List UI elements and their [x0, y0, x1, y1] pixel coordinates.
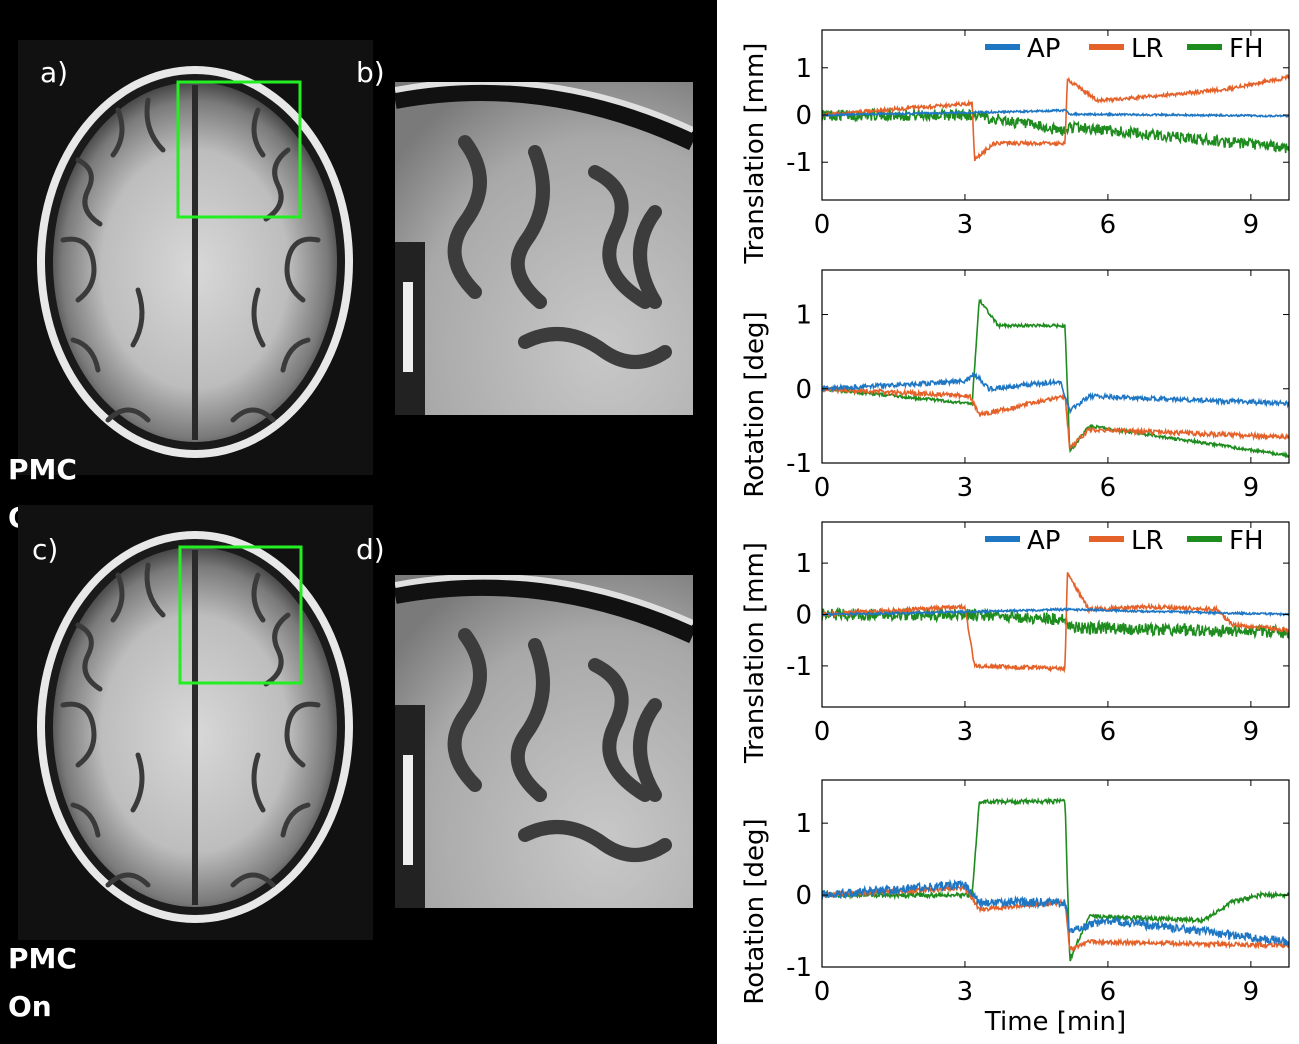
y-tick-label: -1	[786, 148, 812, 178]
series-line-ap	[822, 606, 1289, 618]
plot-frame	[821, 779, 1290, 968]
pmc-on-line2: On	[8, 990, 52, 1023]
y-tick-label: 0	[795, 601, 812, 631]
panel-label-d: d)	[356, 533, 385, 566]
axial-slice-pmc-off	[18, 40, 373, 475]
x-tick-label: 9	[1243, 210, 1260, 240]
pmc-on-label: PMC On	[8, 935, 77, 1031]
legend-label-fh: FH	[1229, 34, 1264, 64]
series-line-ap	[822, 878, 1289, 946]
x-tick-label: 3	[957, 210, 974, 240]
x-tick-label: 9	[1243, 977, 1260, 1007]
series-line-ap	[822, 108, 1289, 119]
roi-box	[176, 80, 302, 219]
plot-frame	[821, 269, 1290, 464]
x-tick-label: 9	[1243, 473, 1260, 503]
pmc-on-line1: PMC	[8, 942, 77, 975]
axial-slice-pmc-on	[18, 505, 373, 940]
x-tick-label: 6	[1100, 210, 1117, 240]
series-line-ap	[822, 371, 1289, 415]
x-tick-label: 6	[1100, 717, 1117, 747]
legend: AP LR FH	[985, 526, 1264, 556]
zoom-pmc-on	[395, 575, 693, 908]
chart-off-translation: 0 3 6 9 -1 0 1 Translation [mm] AP LR FH	[740, 29, 1290, 265]
legend-label-lr: LR	[1131, 34, 1164, 64]
series-line-fh	[822, 796, 1289, 962]
legend-label-lr: LR	[1131, 526, 1164, 556]
y-axis-label: Rotation [deg]	[740, 818, 770, 1004]
y-tick-label: -1	[786, 449, 812, 479]
x-tick-label: 0	[814, 977, 831, 1007]
y-axis-label: Translation [mm]	[740, 542, 770, 764]
y-tick-label: 1	[795, 809, 812, 839]
series-line-fh	[822, 298, 1289, 459]
roi-box	[178, 545, 303, 685]
zoom-pmc-off	[395, 82, 693, 415]
series-line-lr	[822, 73, 1289, 162]
chart-on-translation: 0 3 6 9 -1 0 1 Translation [mm] AP LR FH	[740, 521, 1290, 764]
mri-figure: a) b) PMC Off c)	[0, 0, 717, 1044]
x-tick-label: 9	[1243, 717, 1260, 747]
pmc-off-line1: PMC	[8, 453, 77, 486]
y-tick-label: -1	[786, 652, 812, 682]
x-tick-label: 0	[814, 210, 831, 240]
y-tick-label: 0	[795, 101, 812, 131]
legend-label-ap: AP	[1027, 526, 1060, 556]
legend-label-ap: AP	[1027, 34, 1060, 64]
series-line-lr	[822, 572, 1289, 674]
y-tick-label: 1	[795, 301, 812, 331]
x-tick-label: 3	[957, 473, 974, 503]
y-tick-label: -1	[786, 953, 812, 983]
panel-label-a: a)	[40, 56, 69, 89]
x-tick-label: 0	[814, 473, 831, 503]
x-tick-label: 6	[1100, 977, 1117, 1007]
x-tick-label: 3	[957, 717, 974, 747]
y-tick-label: 0	[795, 375, 812, 405]
x-axis-label: Time [min]	[984, 1007, 1126, 1037]
x-tick-label: 6	[1100, 473, 1117, 503]
legend-label-fh: FH	[1229, 526, 1264, 556]
series-line-lr	[822, 385, 1289, 450]
y-axis-label: Translation [mm]	[740, 43, 770, 265]
y-axis-label: Rotation [deg]	[740, 311, 770, 497]
x-tick-label: 3	[957, 977, 974, 1007]
y-tick-label: 1	[795, 54, 812, 84]
panel-label-b: b)	[356, 56, 385, 89]
y-tick-label: 1	[795, 549, 812, 579]
panel-label-c: c)	[32, 533, 59, 566]
series-line-fh	[822, 607, 1289, 640]
x-tick-label: 0	[814, 717, 831, 747]
y-tick-label: 0	[795, 881, 812, 911]
legend: AP LR FH	[985, 34, 1264, 64]
